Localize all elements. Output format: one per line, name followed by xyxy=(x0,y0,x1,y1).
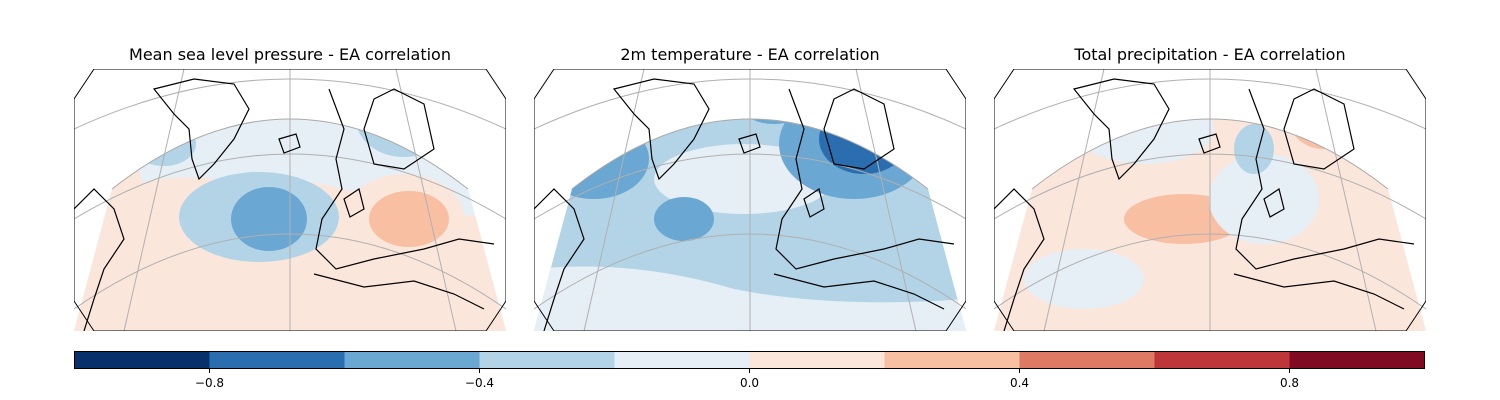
coastline xyxy=(74,78,495,331)
panel-title-t2m: 2m temperature - EA correlation xyxy=(620,45,880,64)
graticule xyxy=(994,69,1426,331)
contour-fill xyxy=(356,119,452,157)
contour-fill xyxy=(369,191,449,247)
contour-fill xyxy=(1024,249,1144,309)
colorbar-frame xyxy=(74,351,1425,369)
contour-fill xyxy=(1234,124,1274,174)
graticule xyxy=(534,69,966,331)
map-t2m xyxy=(534,69,966,331)
colorbar-bin xyxy=(1019,351,1155,369)
colorbar-bin xyxy=(1154,351,1290,369)
colorbar-bin xyxy=(74,351,210,369)
colorbar-bin xyxy=(1289,351,1425,369)
map-frame xyxy=(74,69,506,331)
colorbar-tick-label: 0.0 xyxy=(739,376,760,390)
contour-fill xyxy=(1308,119,1348,133)
colorbar-bin xyxy=(614,351,750,369)
colorbar xyxy=(74,351,1425,373)
colorbar-bin xyxy=(749,351,885,369)
map-tp xyxy=(994,69,1426,331)
colorbar-bin xyxy=(209,351,345,369)
colorbar-tick-label: −0.4 xyxy=(464,376,495,390)
panel-tp: Total precipitation - EA correlation xyxy=(994,40,1426,332)
colorbar-bin xyxy=(479,351,615,369)
colorbar-tick-label: 0.4 xyxy=(1009,376,1030,390)
map-frame xyxy=(994,69,1426,331)
map-frame xyxy=(534,69,966,331)
colorbar-bin xyxy=(884,351,1020,369)
panel-t2m: 2m temperature - EA correlation xyxy=(534,40,966,332)
panel-title-mslp: Mean sea level pressure - EA correlation xyxy=(129,45,451,64)
contour-fill xyxy=(654,197,714,241)
panel-title-tp: Total precipitation - EA correlation xyxy=(1074,45,1346,64)
coastline xyxy=(994,78,1415,331)
contour-fill xyxy=(231,187,307,251)
contour-fill xyxy=(132,122,196,166)
colorbar-bin xyxy=(344,351,480,369)
colorbar-tick-label: 0.8 xyxy=(1279,376,1300,390)
colorbar-tick-label: −0.8 xyxy=(194,376,225,390)
contour-fill xyxy=(539,119,649,199)
map-mslp xyxy=(74,69,506,331)
graticule xyxy=(74,69,506,331)
contour-fill xyxy=(1289,119,1359,149)
panel-mslp: Mean sea level pressure - EA correlation xyxy=(74,40,506,332)
coastline xyxy=(534,78,955,331)
contour-fill xyxy=(84,144,144,264)
